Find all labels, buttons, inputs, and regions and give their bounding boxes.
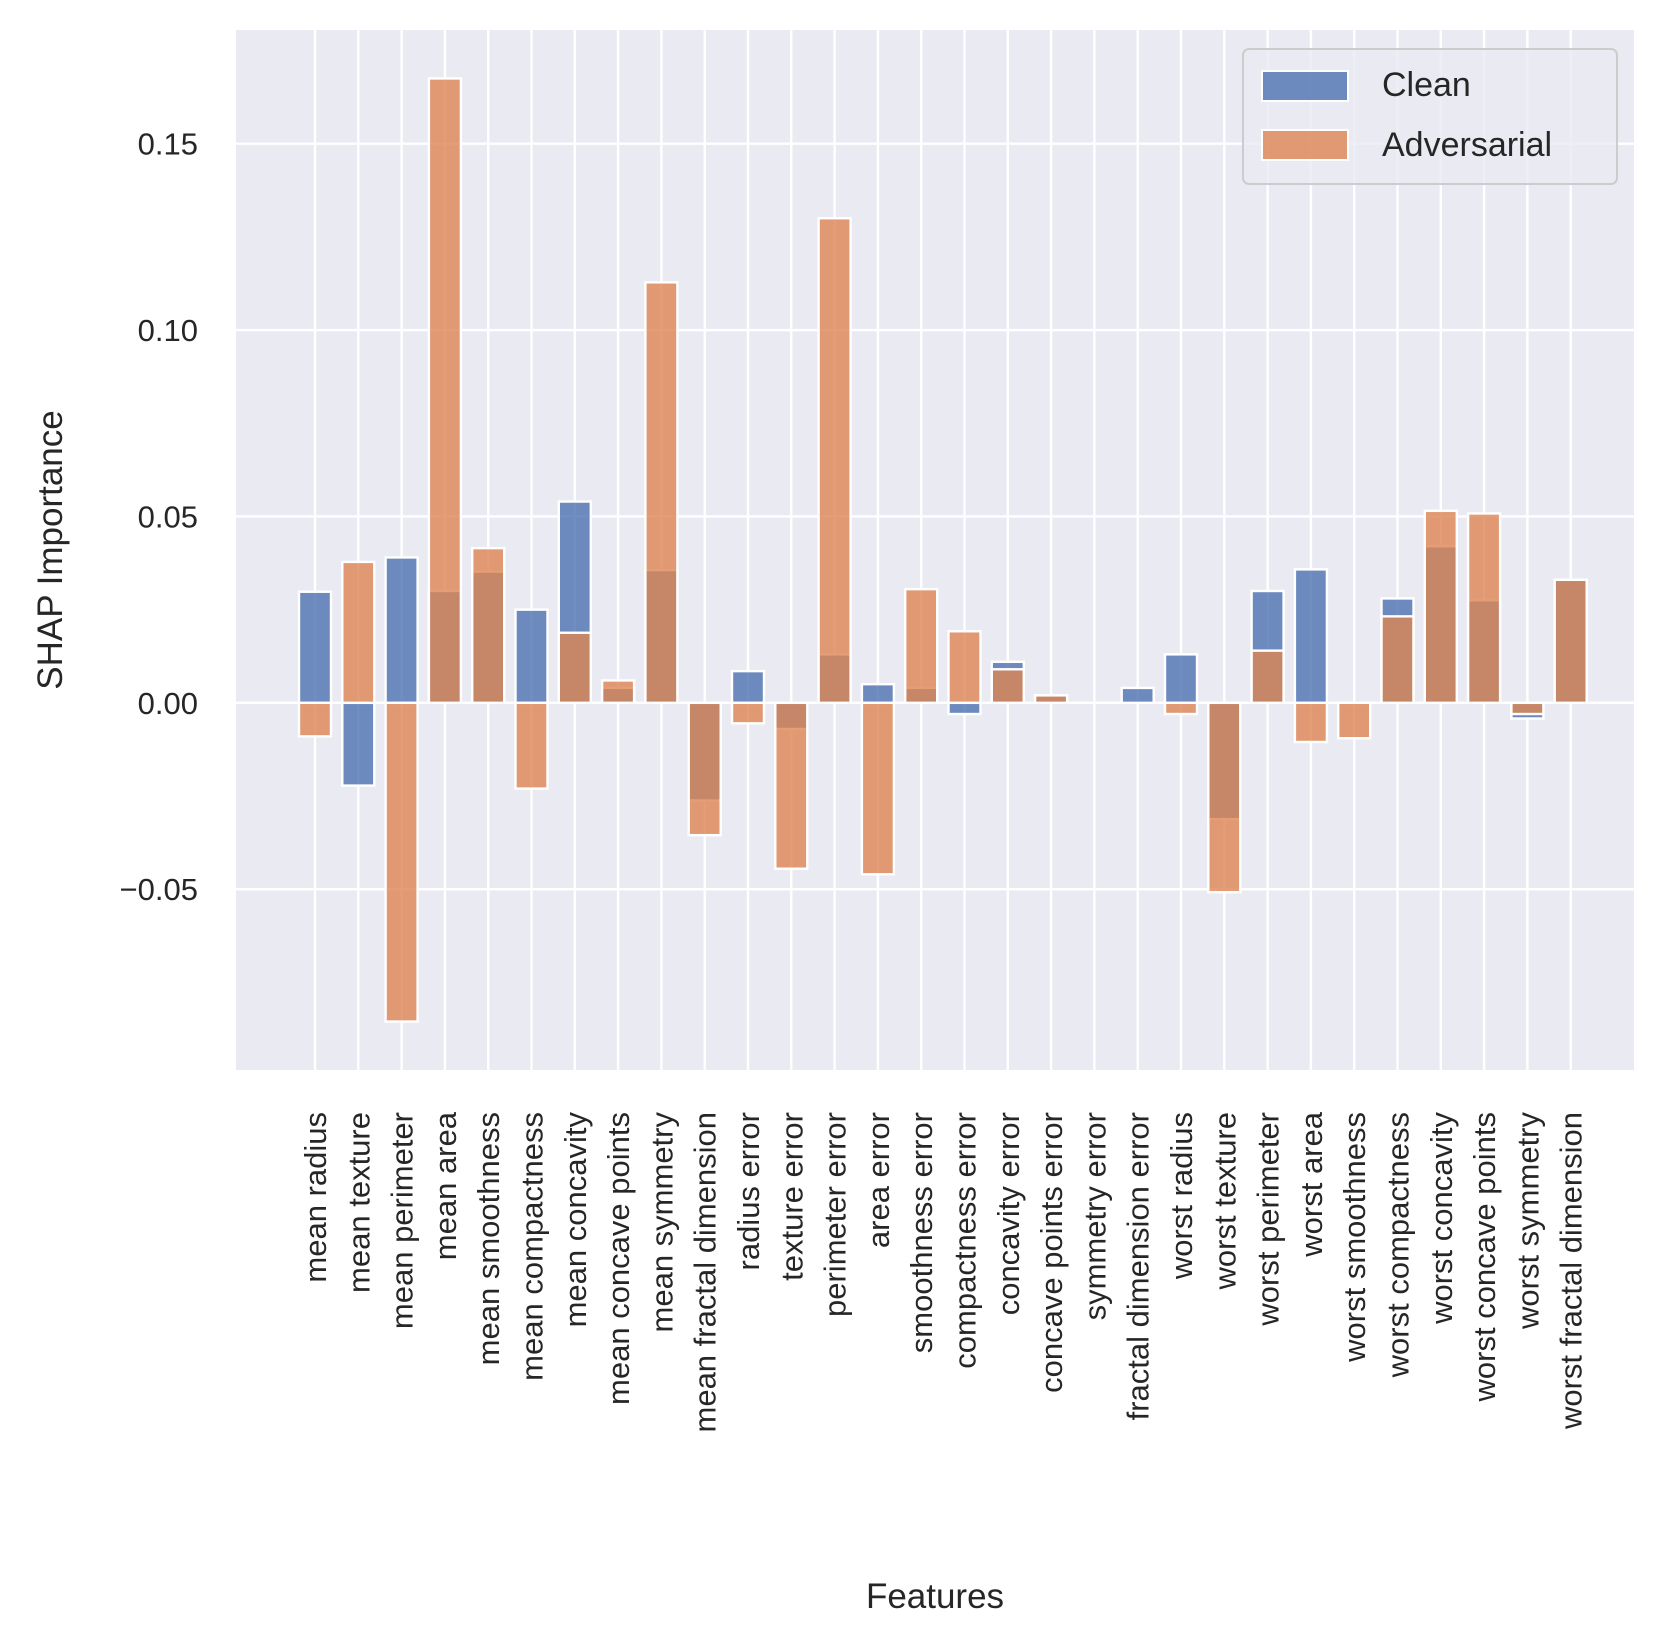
x-tick-label: mean smoothness — [471, 1112, 506, 1365]
bar-adversarial — [1250, 649, 1285, 705]
x-tick-label: smoothness error — [904, 1112, 939, 1353]
bar-adversarial — [1293, 701, 1329, 744]
y-tick-label: 0.00 — [138, 686, 198, 721]
x-tick-label: worst texture — [1207, 1112, 1242, 1290]
bar-clean — [514, 608, 549, 705]
x-axis-ticks: mean radius mean texture mean perimeter mea… — [298, 1111, 1589, 1432]
bar-clean — [1120, 686, 1155, 705]
legend-swatch-adversarial — [1261, 129, 1349, 161]
bar-adversarial — [1033, 694, 1069, 705]
x-tick-label: mean concavity — [558, 1112, 593, 1328]
x-tick-label: worst area — [1294, 1111, 1329, 1257]
bar-clean — [297, 590, 333, 705]
bar-adversarial — [600, 679, 636, 705]
legend: Clean Adversarial — [1242, 48, 1618, 185]
bar-adversarial — [514, 701, 549, 790]
x-tick-label: mean concave points — [601, 1112, 636, 1405]
bar-adversarial — [1380, 615, 1415, 705]
bar-adversarial — [297, 701, 333, 738]
x-tick-label: worst perimeter — [1251, 1112, 1286, 1327]
x-tick-label: mean radius — [298, 1112, 333, 1283]
bar-adversarial — [1423, 509, 1459, 705]
bar-adversarial — [427, 77, 463, 705]
x-tick-label: area error — [861, 1112, 896, 1248]
x-tick-label: worst compactness — [1381, 1112, 1416, 1378]
x-tick-label: perimeter error — [818, 1112, 853, 1317]
x-tick-label: worst concave points — [1467, 1112, 1502, 1402]
bar-adversarial — [730, 701, 766, 725]
y-tick-label: 0.10 — [138, 313, 198, 348]
x-tick-label: concave points error — [1034, 1112, 1069, 1393]
bar-clean — [1293, 568, 1329, 705]
plot-background — [236, 30, 1634, 1070]
bar-clean — [947, 701, 982, 716]
bar-adversarial — [557, 631, 592, 705]
bar-adversarial — [384, 701, 419, 1023]
x-tick-label: concavity error — [991, 1112, 1026, 1315]
x-tick-label: worst concavity — [1424, 1112, 1459, 1325]
x-tick-label: mean compactness — [515, 1112, 550, 1381]
legend-label-adversarial: Adversarial — [1382, 126, 1552, 164]
x-tick-label: mean texture — [341, 1112, 376, 1293]
y-tick-label: 0.15 — [138, 127, 198, 162]
bar-adversarial — [644, 281, 679, 705]
bar-clean — [1163, 653, 1199, 705]
bar-adversarial — [860, 701, 896, 876]
bar-adversarial — [1207, 701, 1242, 894]
bar-adversarial — [687, 701, 722, 837]
x-tick-label: fractal dimension error — [1121, 1112, 1156, 1420]
y-tick-label: −0.05 — [120, 872, 198, 907]
bar-adversarial — [1336, 701, 1372, 740]
bar-adversarial — [1466, 512, 1502, 705]
x-tick-label: mean symmetry — [644, 1112, 679, 1333]
bar-adversarial — [1163, 701, 1199, 716]
y-axis-ticks: −0.05 0.00 0.05 0.10 0.15 — [120, 127, 198, 908]
bar-adversarial — [990, 668, 1025, 705]
x-tick-label: texture error — [774, 1112, 809, 1281]
bar-adversarial — [471, 546, 506, 705]
bar-clean — [341, 701, 376, 787]
bar-adversarial — [1510, 701, 1545, 716]
x-tick-label: worst radius — [1164, 1112, 1199, 1280]
bar-adversarial — [774, 701, 809, 870]
x-tick-label: worst smoothness — [1337, 1112, 1372, 1363]
x-tick-label: radius error — [731, 1112, 766, 1271]
bars — [297, 77, 1588, 1023]
legend-label-clean: Clean — [1382, 66, 1471, 104]
bar-adversarial — [947, 630, 982, 705]
x-tick-label: worst symmetry — [1510, 1112, 1545, 1331]
x-axis-title: Features — [866, 1577, 1004, 1616]
legend-swatch-clean — [1261, 70, 1349, 102]
x-tick-label: symmetry error — [1077, 1112, 1112, 1320]
y-tick-label: 0.05 — [138, 499, 198, 534]
x-tick-label: mean perimeter — [385, 1112, 420, 1329]
bar-clean — [860, 682, 896, 705]
x-tick-label: mean area — [428, 1111, 463, 1260]
bar-adversarial — [904, 587, 939, 705]
bar-adversarial — [341, 560, 376, 705]
y-axis-title: SHAP Importance — [31, 410, 70, 690]
x-tick-label: worst fractal dimension — [1554, 1112, 1589, 1430]
bar-clean — [730, 669, 766, 705]
x-tick-label: mean fractal dimension — [688, 1112, 723, 1433]
bar-adversarial — [817, 217, 852, 705]
bar-clean — [384, 556, 419, 705]
x-tick-label: compactness error — [948, 1112, 983, 1369]
bar-adversarial — [1553, 578, 1588, 705]
